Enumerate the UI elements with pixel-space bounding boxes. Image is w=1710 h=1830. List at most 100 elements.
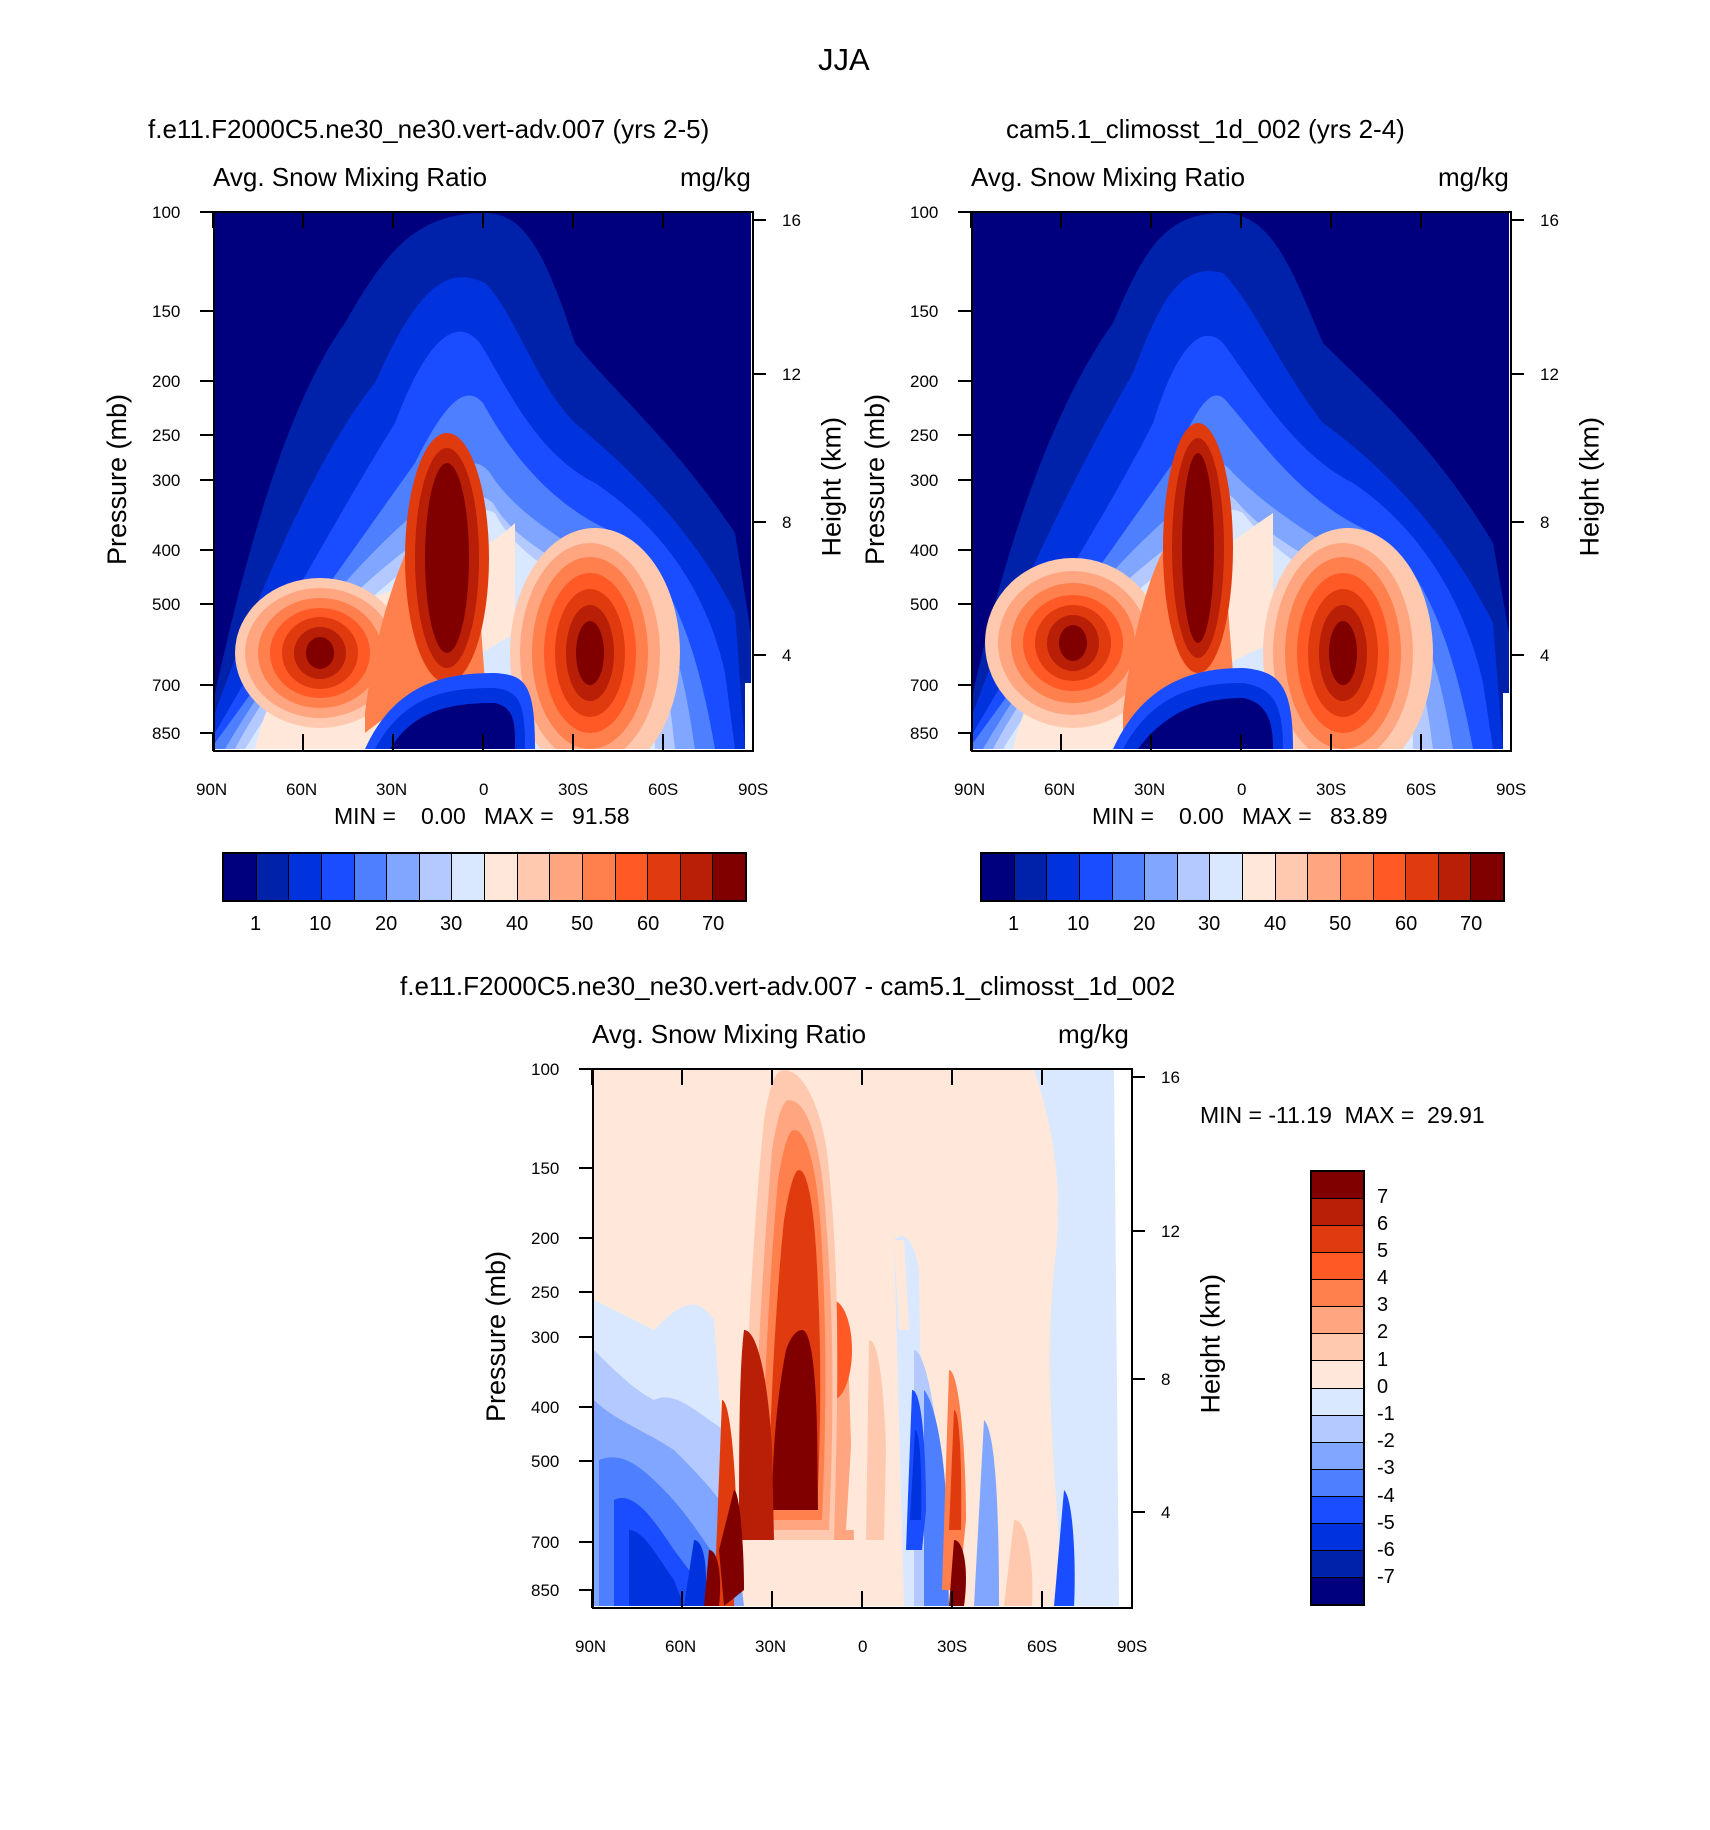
colorbar-swatch	[321, 854, 355, 900]
panel3-colorbar-label: -3	[1377, 1457, 1395, 1479]
panel1-colorbar-label: 20	[375, 913, 398, 935]
panel1-colorbar	[222, 852, 747, 902]
panel1-min-label: MIN =	[334, 803, 396, 829]
panel2-colorbar	[980, 852, 1505, 902]
colorbar-swatch	[1312, 1469, 1363, 1497]
panel3-colorbar-label: -6	[1377, 1539, 1395, 1561]
panel3-ytick: 200	[531, 1229, 560, 1248]
panel3-colorbar-label: -7	[1377, 1566, 1395, 1588]
panel1-hktick: 16	[782, 211, 801, 230]
panel2-xtick: 90S	[1496, 780, 1527, 799]
panel3-ylabel-right: Height (km)	[1195, 1273, 1226, 1414]
panel3-colorbar-label: 7	[1377, 1186, 1389, 1208]
panel3-ytick: 500	[531, 1452, 560, 1471]
panel1-colorbar-label: 70	[702, 913, 725, 935]
panel3-ylabel-left: Pressure (mb)	[481, 1250, 511, 1422]
panel2-variable: Avg. Snow Mixing Ratio	[971, 162, 1246, 192]
panel1-hktick: 12	[782, 365, 801, 384]
panel1-units: mg/kg	[680, 162, 751, 192]
panel3-hktick: 12	[1161, 1222, 1180, 1241]
panel1-colorbar-label: 1	[250, 913, 262, 935]
panel3-ytick: 850	[531, 1581, 560, 1600]
panel2-ytick: 100	[910, 203, 939, 222]
panel3-xtick: 0	[858, 1637, 868, 1656]
panel2-hktick: 16	[1540, 211, 1559, 230]
figure-title: JJA	[818, 42, 870, 77]
colorbar-swatch	[1312, 1496, 1363, 1524]
panel1-ytick: 150	[152, 302, 181, 321]
panel2-max-label: MAX =	[1242, 803, 1312, 829]
colorbar-swatch	[1312, 1199, 1363, 1227]
colorbar-swatch	[1312, 1442, 1363, 1470]
panel1-colorbar-label: 10	[309, 913, 332, 935]
panel3-ytick: 100	[531, 1060, 560, 1079]
panel1-xtick: 30N	[376, 780, 408, 799]
panel2-xtick: 30S	[1316, 780, 1347, 799]
panel3-field	[594, 1070, 1130, 1606]
colorbar-swatch	[1340, 854, 1374, 900]
colorbar-swatch	[1312, 1523, 1363, 1551]
panel3-hktick: 16	[1161, 1068, 1180, 1087]
panel3-colorbar-label: 3	[1377, 1294, 1389, 1316]
colorbar-swatch	[517, 854, 551, 900]
colorbar-swatch	[1047, 854, 1080, 900]
panel2-colorbar-label: 10	[1067, 913, 1090, 935]
colorbar-swatch	[1312, 1577, 1363, 1604]
colorbar-swatch	[582, 854, 616, 900]
colorbar-swatch	[1275, 854, 1309, 900]
panel1-title: f.e11.F2000C5.ne30_ne30.vert-adv.007 (yr…	[148, 114, 710, 144]
panel2-units: mg/kg	[1438, 162, 1509, 192]
panel3-ytick: 400	[531, 1398, 560, 1417]
panel1-hktick: 4	[782, 646, 792, 665]
colorbar-swatch	[1312, 1361, 1363, 1389]
panel3-xtick: 90N	[575, 1637, 607, 1656]
panel1-ylabel-right: Height (km)	[816, 416, 847, 557]
panel3-minmax: MIN = -11.19 MAX = 29.91	[1200, 1102, 1485, 1128]
panel1-plot	[213, 211, 754, 752]
panel2-colorbar-label: 50	[1329, 913, 1352, 935]
panel2-colorbar-label: 40	[1264, 913, 1287, 935]
panel1-ytick: 850	[152, 724, 181, 743]
panel3-colorbar-label: 1	[1377, 1349, 1389, 1371]
colorbar-swatch	[1373, 854, 1407, 900]
panel1-field	[215, 213, 751, 749]
colorbar-swatch	[1312, 1253, 1363, 1281]
colorbar-swatch	[1210, 854, 1243, 900]
colorbar-swatch	[419, 854, 453, 900]
panel2-ytick: 200	[910, 372, 939, 391]
panel1-ytick: 500	[152, 595, 181, 614]
colorbar-swatch	[680, 854, 714, 900]
colorbar-swatch	[289, 854, 322, 900]
panel2-colorbar-label: 30	[1198, 913, 1221, 935]
panel3-xtick: 90S	[1117, 1637, 1148, 1656]
panel1-min-value: 0.00	[421, 803, 466, 829]
panel1-xtick: 90S	[738, 780, 769, 799]
panel2-field	[973, 213, 1509, 749]
panel1-xtick: 30S	[558, 780, 589, 799]
panel2-title: cam5.1_climosst_1d_002 (yrs 2-4)	[1006, 114, 1405, 144]
colorbar-swatch	[1312, 1172, 1363, 1200]
panel2-ytick: 700	[910, 676, 939, 695]
panel2-ytick: 400	[910, 541, 939, 560]
panel2-colorbar-label: 60	[1395, 913, 1418, 935]
colorbar-swatch	[1312, 1280, 1363, 1308]
panel3-plot	[592, 1068, 1133, 1609]
panel1-ytick: 100	[152, 203, 181, 222]
panel1-colorbar-label: 60	[637, 913, 660, 935]
panel3-xtick: 60N	[665, 1637, 697, 1656]
panel3-hktick: 8	[1161, 1370, 1171, 1389]
panel3-colorbar-label: 2	[1377, 1321, 1389, 1343]
colorbar-swatch	[1471, 854, 1503, 900]
panel1-xtick: 60N	[286, 780, 318, 799]
panel1-ylabel-left: Pressure (mb)	[102, 393, 132, 565]
panel3-colorbar-label: -5	[1377, 1512, 1395, 1534]
panel2-ylabel-right: Height (km)	[1574, 416, 1605, 557]
panel2-xtick: 30N	[1134, 780, 1166, 799]
colorbar-swatch	[648, 854, 681, 900]
panel3-ytick: 300	[531, 1328, 560, 1347]
panel1-xtick: 0	[479, 780, 489, 799]
panel2-xtick: 0	[1237, 780, 1247, 799]
panel1-ytick: 250	[152, 426, 181, 445]
panel2-xtick: 90N	[954, 780, 986, 799]
panel1-colorbar-label: 50	[571, 913, 594, 935]
